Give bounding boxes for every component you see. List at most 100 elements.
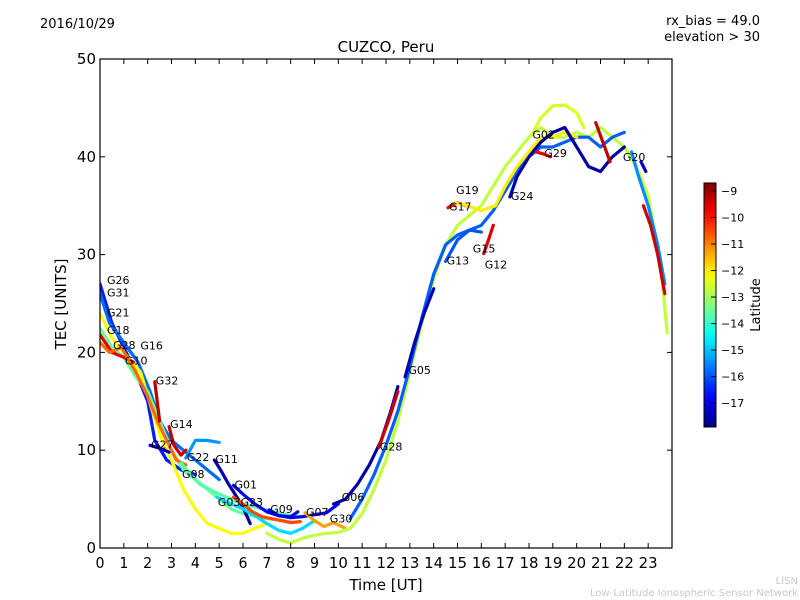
colorbar-tick-label: −17 bbox=[721, 397, 744, 410]
colorbar-tick-label: −13 bbox=[721, 291, 744, 304]
x-axis-label: Time [UT] bbox=[348, 576, 422, 594]
y-tick-label: 40 bbox=[77, 148, 96, 166]
satellite-label-g23: G23 bbox=[241, 496, 264, 509]
date-label: 2016/10/29 bbox=[40, 17, 115, 32]
y-tick-label: 0 bbox=[86, 539, 96, 557]
satellite-label-g12: G12 bbox=[485, 259, 508, 272]
series-g14 bbox=[167, 425, 188, 457]
satellite-label-g14: G14 bbox=[170, 418, 193, 431]
series-g19 bbox=[453, 130, 579, 213]
satellite-label-g15: G15 bbox=[473, 243, 496, 256]
colorbar-tick-label: −9 bbox=[721, 185, 737, 198]
x-tick-label: 23 bbox=[639, 554, 658, 572]
satellite-label-g05: G05 bbox=[408, 364, 431, 377]
satellite-label-g01: G01 bbox=[235, 478, 258, 491]
x-tick-label: 1 bbox=[119, 554, 128, 572]
network-short-credit: LISN bbox=[775, 576, 798, 587]
colorbar-ticks: −9 −10 −11 −12 −13 −14 −15 −16 −17 bbox=[711, 185, 744, 410]
satellite-label-g11: G11 bbox=[215, 453, 238, 466]
colorbar-tick-label: −14 bbox=[721, 318, 744, 331]
x-tick-label: 6 bbox=[239, 554, 248, 572]
series-g20b bbox=[641, 204, 667, 296]
satellite-label-g10: G10 bbox=[125, 355, 148, 368]
x-tick-label: 11 bbox=[353, 554, 372, 572]
x-tick-label: 19 bbox=[543, 554, 562, 572]
satellite-label-g27: G27 bbox=[151, 438, 174, 451]
satellite-label-g31: G31 bbox=[107, 287, 130, 300]
y-tick-label: 50 bbox=[77, 50, 96, 68]
series-g23 bbox=[231, 495, 302, 525]
x-tick-label: 15 bbox=[448, 554, 467, 572]
x-tick-label: 5 bbox=[215, 554, 224, 572]
series-g22 bbox=[184, 438, 221, 460]
colorbar-tick-label: −11 bbox=[721, 238, 744, 251]
x-tick-label: 9 bbox=[310, 554, 319, 572]
satellite-label-g02: G02 bbox=[532, 128, 555, 141]
colorbar-tick-label: −15 bbox=[721, 344, 744, 357]
satellite-label-g09: G09 bbox=[270, 503, 293, 516]
x-tick-label: 8 bbox=[286, 554, 295, 572]
series-g32 bbox=[153, 380, 162, 423]
satellite-label-g16: G16 bbox=[140, 340, 163, 353]
series-g20 bbox=[629, 150, 667, 286]
x-tick-label: 18 bbox=[520, 554, 539, 572]
satellite-label-g20: G20 bbox=[623, 151, 646, 164]
receiver-info: rx_bias = 49.0 elevation > 30 bbox=[664, 14, 760, 46]
satellite-label-g30: G30 bbox=[330, 513, 353, 526]
x-tick-label: 3 bbox=[167, 554, 176, 572]
series-g05 bbox=[348, 130, 626, 521]
rx-bias-label: rx_bias = 49.0 bbox=[666, 14, 760, 29]
satellite-label-g06: G06 bbox=[342, 491, 365, 504]
y-tick-label: 10 bbox=[77, 441, 96, 459]
x-tick-label: 22 bbox=[615, 554, 634, 572]
satellite-label-g21: G21 bbox=[107, 306, 130, 319]
satellite-label-g17: G17 bbox=[449, 201, 472, 214]
colorbar bbox=[703, 182, 717, 428]
colorbar-tick-label: −12 bbox=[721, 265, 744, 278]
satellite-label-g13: G13 bbox=[447, 254, 470, 267]
x-tick-label: 14 bbox=[424, 554, 443, 572]
x-tick-label: 13 bbox=[400, 554, 419, 572]
chart-title: CUZCO, Peru bbox=[337, 38, 435, 56]
y-tick-label: 30 bbox=[77, 246, 96, 264]
x-axis: 0 1 2 3 4 5 6 7 8 9 10 11 12 13 14 15 16 17 18 19 20 21 22 23 bbox=[96, 59, 658, 572]
y-axis-label: TEC [UNITS] bbox=[52, 259, 70, 351]
series-g07 bbox=[303, 511, 348, 530]
series-g15 bbox=[444, 228, 483, 263]
series-g20c bbox=[639, 160, 648, 174]
series-g18 bbox=[100, 326, 293, 524]
satellite-label-g22: G22 bbox=[187, 451, 210, 464]
satellite-label-g28: G28 bbox=[380, 440, 403, 453]
satellite-label-g24: G24 bbox=[511, 190, 534, 203]
x-tick-label: 10 bbox=[329, 554, 348, 572]
x-tick-label: 16 bbox=[472, 554, 491, 572]
series-g11 bbox=[212, 458, 252, 526]
series-g24 bbox=[508, 125, 626, 199]
network-full-credit: Low-Latitude Ionospheric Sensor Network bbox=[590, 588, 798, 599]
series-g12 bbox=[482, 223, 495, 256]
colorbar-label: Latitude bbox=[749, 278, 764, 332]
series-g27 bbox=[148, 443, 171, 454]
x-tick-label: 4 bbox=[191, 554, 200, 572]
x-tick-label: 2 bbox=[143, 554, 152, 572]
satellite-label-g32: G32 bbox=[156, 375, 179, 388]
series-g16 bbox=[100, 341, 188, 467]
series-g02 bbox=[529, 103, 586, 137]
colorbar-tick-label: −16 bbox=[721, 371, 744, 384]
series-g09 bbox=[267, 508, 300, 519]
x-tick-label: 17 bbox=[496, 554, 515, 572]
satellite-label-g07: G07 bbox=[306, 506, 329, 519]
series-g28 bbox=[377, 389, 400, 449]
x-tick-label: 7 bbox=[262, 554, 271, 572]
x-tick-label: 21 bbox=[591, 554, 610, 572]
x-tick-label: 20 bbox=[567, 554, 586, 572]
y-axis: 0 10 20 30 40 50 bbox=[77, 50, 672, 557]
satellite-label-g18: G18 bbox=[107, 324, 130, 337]
series-g21b bbox=[594, 121, 612, 164]
x-tick-label: 0 bbox=[96, 554, 105, 572]
satellite-label-g28: G28 bbox=[113, 339, 136, 352]
satellite-label-g08: G08 bbox=[182, 468, 205, 481]
satellite-label-g26: G26 bbox=[107, 274, 130, 287]
